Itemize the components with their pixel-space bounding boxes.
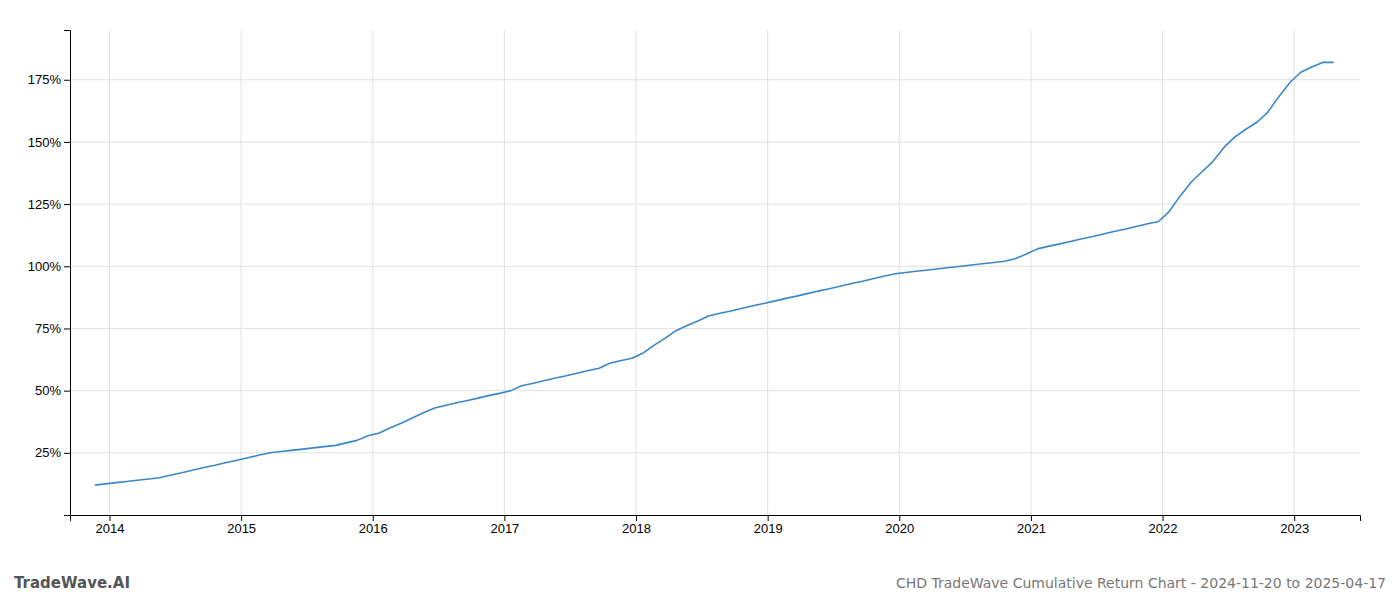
x-tick-label: 2017 <box>490 521 519 536</box>
grid-line-x <box>504 30 505 515</box>
chart: 2014 2015 2016 2017 2018 2019 2020 2021 2022 2023… <box>0 0 1400 600</box>
y-tick-label: 100% <box>28 259 62 274</box>
x-tick: 2017 <box>490 515 519 536</box>
grid-line-y <box>70 266 1360 267</box>
grid-line-x <box>241 30 242 515</box>
grid-line-x <box>372 30 373 515</box>
x-tick-mark <box>109 515 110 521</box>
grid-line-x <box>109 30 110 515</box>
x-tick-mark <box>1163 515 1164 521</box>
y-tick-label: 150% <box>28 135 62 150</box>
plot-root: 2014 2015 2016 2017 2018 2019 2020 2021 2022 2023… <box>28 30 1361 536</box>
x-tick-mark <box>899 515 900 521</box>
y-tick-mark <box>64 142 70 143</box>
x-tick-mark <box>373 515 374 521</box>
x-tick-mark <box>636 515 637 521</box>
y-tick-mark <box>64 204 70 205</box>
y-tick: 25% <box>35 445 70 460</box>
x-tick-label: 2014 <box>96 521 125 536</box>
x-tick: 2016 <box>359 515 388 536</box>
y-tick: 50% <box>35 383 70 398</box>
y-tick: 175% <box>28 72 70 87</box>
grid-line-y <box>70 141 1360 142</box>
x-tick: 2014 <box>96 515 125 536</box>
y-tick-label: 75% <box>35 321 61 336</box>
y-axis-line <box>64 31 71 516</box>
x-tick-label: 2020 <box>885 521 914 536</box>
y-tick: 75% <box>35 321 70 336</box>
y-tick: 100% <box>28 259 70 274</box>
x-tick: 2021 <box>1017 515 1046 536</box>
y-tick: 150% <box>28 135 70 150</box>
x-tick-label: 2019 <box>754 521 783 536</box>
grid-line-y <box>70 204 1360 205</box>
y-tick-label: 175% <box>28 72 62 87</box>
title: CHD TradeWave Cumulative Return Chart - … <box>896 575 1386 591</box>
x-tick-label: 2021 <box>1017 521 1046 536</box>
y-tick-label: 25% <box>35 445 61 460</box>
x-tick: 2019 <box>754 515 783 536</box>
y-tick-label: 50% <box>35 383 61 398</box>
x-tick-label: 2016 <box>359 521 388 536</box>
x-tick-mark <box>241 515 242 521</box>
y-tick: 125% <box>28 197 70 212</box>
x-axis: 2014 2015 2016 2017 2018 2019 2020 2021 2022 2023 <box>71 515 1361 536</box>
grid-line-x <box>636 30 637 515</box>
x-tick: 2015 <box>227 515 256 536</box>
grid <box>70 30 1360 515</box>
x-tick: 2018 <box>622 515 651 536</box>
y-tick-label: 125% <box>28 197 62 212</box>
x-tick-label: 2018 <box>622 521 651 536</box>
x-tick-mark <box>504 515 505 521</box>
watermark: TradeWave.AI <box>14 574 130 592</box>
line <box>95 62 1334 485</box>
grid-line-y <box>70 390 1360 391</box>
grid-line-y <box>70 452 1360 453</box>
x-tick-label: 2015 <box>227 521 256 536</box>
grid-line-x <box>767 30 768 515</box>
x-tick-label: 2023 <box>1280 521 1309 536</box>
y-tick-mark <box>64 266 70 267</box>
x-tick: 2023 <box>1280 515 1309 536</box>
x-tick: 2022 <box>1149 515 1178 536</box>
grid-line-x <box>1030 30 1031 515</box>
x-tick-label: 2022 <box>1149 521 1178 536</box>
y-tick-mark <box>64 391 70 392</box>
grid-line-y <box>70 328 1360 329</box>
x-tick-mark <box>1294 515 1295 521</box>
x-axis-line <box>71 516 1361 522</box>
y-axis: 25% 50% 75% 100% 125% 150% 175% <box>28 31 71 516</box>
y-tick-mark <box>64 328 70 329</box>
x-tick: 2020 <box>885 515 914 536</box>
x-tick-mark <box>1031 515 1032 521</box>
y-tick-mark <box>64 453 70 454</box>
x-tick-mark <box>768 515 769 521</box>
y-tick-mark <box>64 80 70 81</box>
grid-line-y <box>70 79 1360 80</box>
plot-area <box>95 62 1334 485</box>
grid-line-x <box>1294 30 1295 515</box>
grid-line-x <box>1162 30 1163 515</box>
